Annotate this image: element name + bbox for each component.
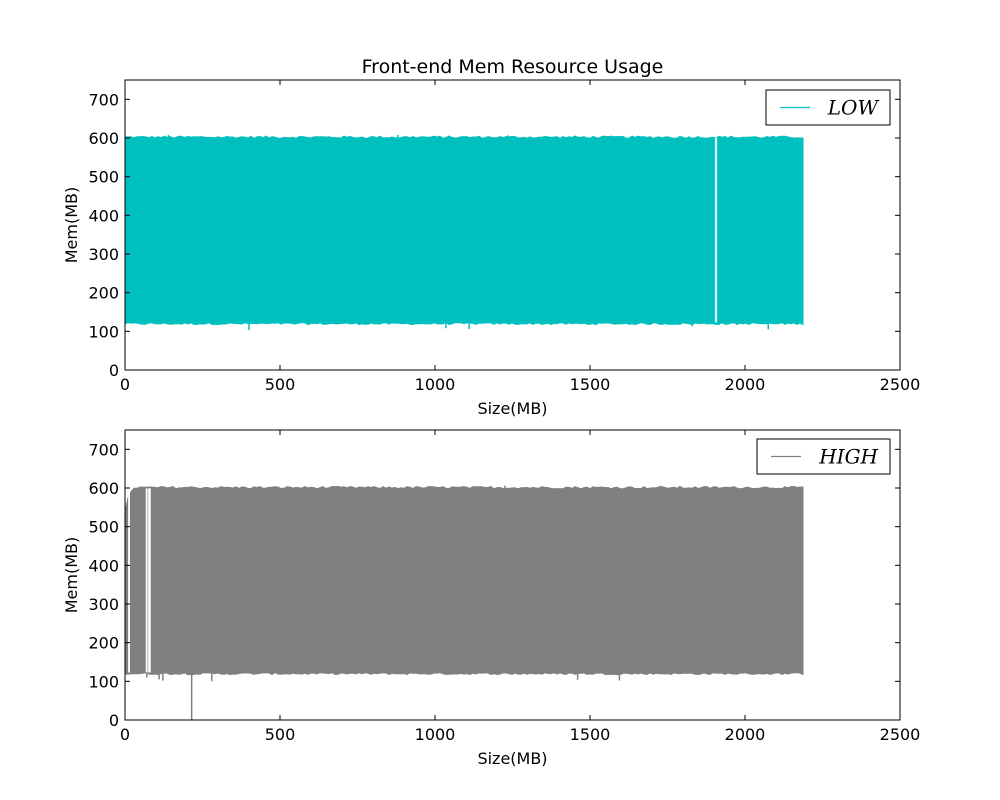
y-tick-label: 400: [88, 206, 119, 225]
legend: HIGH: [756, 438, 891, 475]
chart-title: Front-end Mem Resource Usage: [362, 56, 664, 78]
plot-area: [125, 134, 804, 331]
axes-frame: [124, 79, 901, 371]
ticks: 0 500 1000 1500 2000 2500 0 100 200 300 400 500 600 7…: [88, 430, 920, 744]
x-tick-label: 1000: [415, 725, 456, 744]
y-tick-label: 500: [88, 168, 119, 187]
legend-label: LOW: [827, 96, 880, 120]
y-tick-label: 600: [88, 129, 119, 148]
subplot-low: 0 500 1000 1500 2000 2500 0 100 200 300 400 500 600 7…: [62, 56, 920, 418]
subplot-high: 0 500 1000 1500 2000 2500 0 100 200 300 400 500 600 7…: [62, 429, 920, 768]
axes-frame: [124, 429, 901, 721]
y-tick-label: 200: [88, 284, 119, 303]
x-tick-label: 2000: [725, 375, 766, 394]
y-tick-label: 600: [88, 479, 119, 498]
x-tick-label: 0: [120, 725, 130, 744]
plot-area: [125, 485, 804, 720]
y-tick-label: 0: [109, 711, 119, 730]
x-tick-label: 0: [120, 375, 130, 394]
y-tick-label: 400: [88, 556, 119, 575]
y-tick-label: 200: [88, 634, 119, 653]
ticks: 0 500 1000 1500 2000 2500 0 100 200 300 400 500 600 7…: [88, 80, 920, 394]
series-gap: [128, 488, 130, 673]
series-gap: [145, 488, 148, 673]
series-gap: [148, 488, 151, 673]
x-tick-label: 1500: [570, 375, 611, 394]
x-tick-label: 1500: [570, 725, 611, 744]
legend: LOW: [765, 89, 891, 126]
x-tick-label: 2000: [725, 725, 766, 744]
x-tick-label: 2500: [880, 375, 921, 394]
y-tick-label: 300: [88, 245, 119, 264]
y-tick-label: 100: [88, 322, 119, 341]
y-axis-label: Mem(MB): [62, 537, 81, 614]
series-band-low: [125, 135, 804, 326]
x-tick-label: 500: [265, 725, 296, 744]
y-tick-label: 700: [88, 440, 119, 459]
x-axis-label: Size(MB): [477, 399, 547, 418]
y-tick-label: 700: [88, 90, 119, 109]
y-tick-label: 100: [88, 672, 119, 691]
legend-label: HIGH: [818, 445, 878, 469]
x-tick-label: 1000: [415, 375, 456, 394]
y-axis-label: Mem(MB): [62, 187, 81, 264]
y-tick-label: 300: [88, 595, 119, 614]
x-tick-label: 2500: [880, 725, 921, 744]
x-tick-label: 500: [265, 375, 296, 394]
y-tick-label: 0: [109, 361, 119, 380]
x-axis-label: Size(MB): [477, 749, 547, 768]
y-tick-label: 500: [88, 518, 119, 537]
series-band-high: [125, 485, 804, 676]
